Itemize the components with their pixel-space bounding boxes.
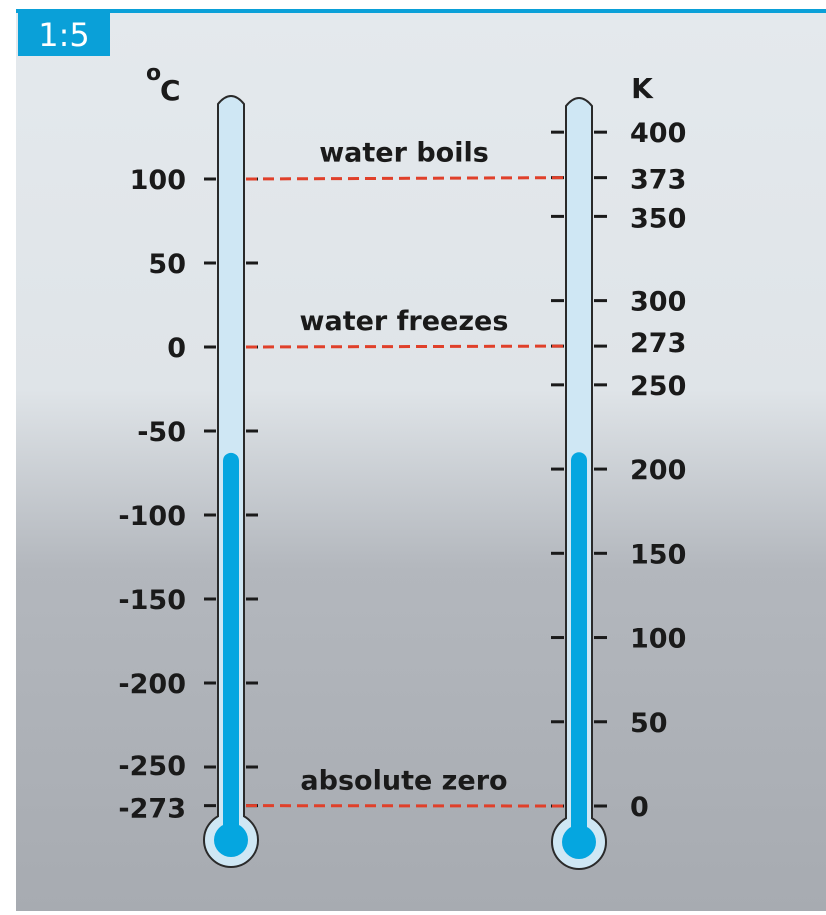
celsius-liquid-bulb: [214, 823, 248, 857]
kelvin-liquid-bulb: [562, 825, 596, 859]
celsius-tick-label: -150: [118, 585, 186, 616]
celsius-tick-label: 0: [167, 333, 186, 364]
kelvin-unit-label: K: [631, 72, 654, 105]
celsius-unit-degree: o: [146, 61, 161, 86]
reference-label: water boils: [319, 138, 489, 169]
kelvin-tick-label: 373: [630, 165, 686, 196]
celsius-tick-label: -273: [118, 794, 186, 825]
celsius-tick-label: 100: [130, 165, 186, 196]
celsius-tick-label: -200: [118, 669, 186, 700]
celsius-unit-letter: C: [160, 74, 181, 107]
celsius-liquid-column: [223, 453, 239, 840]
celsius-tick-label: -250: [118, 751, 186, 782]
celsius-tick-label: 50: [148, 249, 186, 280]
kelvin-tick-label: 273: [630, 328, 686, 359]
kelvin-tick-label: 400: [630, 118, 686, 149]
kelvin-liquid-column: [571, 452, 587, 842]
kelvin-tick-label: 250: [630, 371, 686, 402]
kelvin-tick-label: 150: [630, 539, 686, 570]
kelvin-tick-label: 0: [630, 792, 649, 823]
top-accent-rule: [16, 9, 826, 13]
celsius-tick-label: -50: [137, 417, 186, 448]
reference-label: water freezes: [300, 306, 509, 337]
celsius-tick-label: -100: [118, 501, 186, 532]
kelvin-tick-label: 350: [630, 203, 686, 234]
figure-label: 1:5: [38, 16, 90, 54]
kelvin-tick-label: 200: [630, 455, 686, 486]
kelvin-tick-label: 300: [630, 287, 686, 318]
reference-label: absolute zero: [300, 766, 507, 797]
kelvin-tick-label: 50: [630, 708, 668, 739]
kelvin-tick-label: 100: [630, 624, 686, 655]
